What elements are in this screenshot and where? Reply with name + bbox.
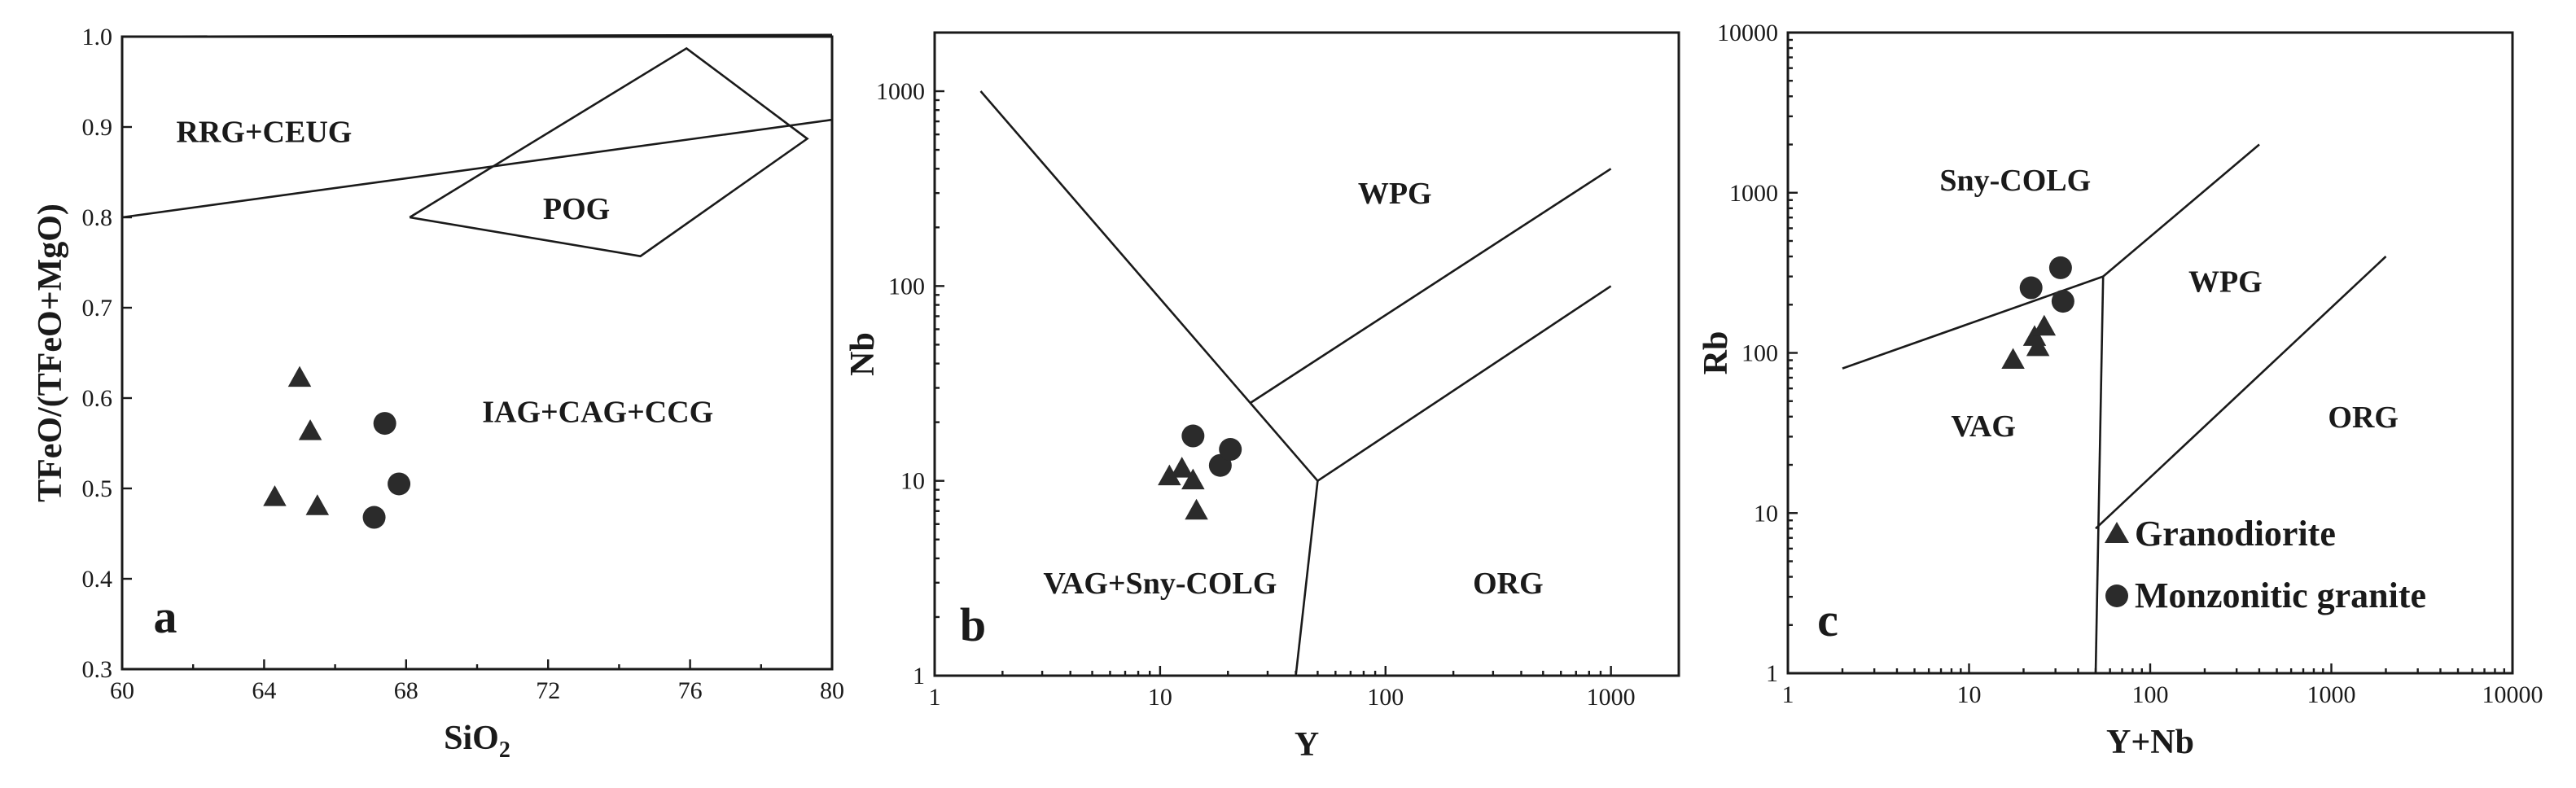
y-tick-label: 1 — [1766, 660, 1778, 687]
region-label: IAG+CAG+CCG — [482, 396, 713, 430]
granodiorite-triangle-point — [1170, 457, 1194, 478]
x-tick-label: 68 — [394, 677, 418, 704]
field-boundary-line — [2094, 276, 2105, 674]
x-axis-title: Y — [1295, 726, 1319, 764]
region-label: ORG — [1473, 567, 1544, 601]
x-axis-title: Y+Nb — [2106, 724, 2194, 761]
x-tick-label: 10000 — [2482, 681, 2543, 708]
chart-panel-a: 60 64 68 72 76 80 0.3 0.4 0.5 0.6 0.7 0.8 0.9 1.0 SiO2… — [32, 24, 844, 763]
x-axis-title-subscript: 2 — [499, 738, 510, 763]
granodiorite-triangle-point — [1158, 464, 1181, 486]
y-tick-label: 0.8 — [82, 204, 113, 231]
y-tick-label: 0.4 — [82, 566, 113, 593]
y-axis-title: TFeO/(TFeO+MgO) — [32, 204, 69, 502]
granodiorite-triangle-point — [2001, 348, 2025, 370]
region-label: ORG — [2328, 401, 2399, 435]
y-tick-label: 0.9 — [82, 114, 113, 141]
monzonitic-granite-circle-point — [362, 506, 386, 529]
granodiorite-triangle-point — [2026, 335, 2050, 357]
plot-frame — [933, 31, 1680, 677]
field-boundary-line — [1316, 285, 1612, 482]
region-label: VAG — [1951, 409, 2016, 444]
legend: Granodiorite Monzonitic granite — [2105, 514, 2426, 615]
x-tick-label: 1 — [929, 684, 941, 711]
y-tick-label: 10000 — [1717, 20, 1778, 46]
region-label: RRG+CEUG — [176, 116, 352, 150]
monzonitic-granite-circle-point — [388, 472, 411, 496]
y-tick-label: 10 — [1754, 500, 1778, 527]
region-label: WPG — [2188, 265, 2263, 300]
field-boundary-line — [121, 118, 833, 219]
x-axis-title-text: Y — [1295, 726, 1319, 764]
region-label: VAG+Sny-COLG — [1043, 567, 1277, 601]
legend-triangle-icon — [2105, 522, 2129, 543]
legend-entry: Monzonitic granite — [2135, 576, 2426, 615]
field-boundary-line — [2102, 143, 2260, 278]
y-tick-label: 1000 — [1729, 180, 1778, 207]
field-boundary-line — [1295, 480, 1319, 676]
monzonitic-granite-circle-point — [2051, 290, 2074, 313]
x-tick-label: 10 — [1148, 684, 1172, 711]
x-tick-label: 1 — [1782, 681, 1794, 708]
y-tick-label: 1.0 — [82, 24, 113, 50]
panel-letter: b — [960, 598, 986, 651]
y-axis-title: Nb — [844, 332, 882, 376]
monzonitic-granite-circle-point — [2048, 256, 2072, 279]
x-tick-label: 76 — [678, 677, 703, 704]
monzonitic-granite-circle-point — [1219, 438, 1242, 462]
granodiorite-triangle-point — [305, 494, 330, 515]
y-tick-label: 0.7 — [82, 295, 113, 322]
granodiorite-triangle-point — [298, 419, 322, 440]
y-tick-label: 1 — [913, 663, 925, 690]
y-tick-label: 0.3 — [82, 656, 113, 683]
y-tick-label: 10 — [900, 468, 925, 495]
x-axis-title-text: Y+Nb — [2106, 724, 2194, 761]
region-label: POG — [543, 192, 610, 226]
field-boundary-line — [1249, 168, 1612, 405]
monzonitic-granite-circle-point — [1181, 424, 1205, 448]
granodiorite-triangle-point — [287, 366, 312, 387]
x-tick-label: 60 — [110, 677, 134, 704]
y-tick-label: 1000 — [876, 78, 925, 105]
x-axis-title-text: SiO — [444, 720, 499, 757]
x-tick-label: 100 — [1367, 684, 1404, 711]
legend-entry: Granodiorite — [2135, 514, 2336, 554]
y-tick-label: 0.6 — [82, 385, 113, 412]
x-tick-label: 100 — [2132, 681, 2169, 708]
panel-letter: c — [1817, 593, 1838, 646]
field-boundary-line — [2095, 256, 2387, 530]
x-tick-label: 64 — [252, 677, 276, 704]
field-boundary-line — [409, 46, 809, 258]
x-tick-label: 1000 — [2307, 681, 2356, 708]
field-boundary-line — [121, 33, 833, 38]
granodiorite-triangle-point — [263, 485, 287, 506]
granodiorite-triangle-point — [1185, 498, 1208, 520]
y-tick-label: 100 — [888, 273, 925, 300]
y-axis-title: Rb — [1698, 331, 1735, 375]
granodiorite-triangle-point — [2032, 314, 2057, 336]
region-label: WPG — [1358, 177, 1432, 211]
field-boundary-line — [979, 90, 1319, 482]
y-tick-label: 0.5 — [82, 475, 113, 502]
monzonitic-granite-circle-point — [2019, 276, 2043, 300]
granodiorite-triangle-point — [1181, 468, 1205, 490]
chart-panel-b: 1 10 100 1000 1 10 100 1000 Y Nb WPG VAG+Sny-COLG OR… — [844, 31, 1680, 764]
legend-circle-icon — [2105, 584, 2128, 607]
panel-letter: a — [154, 590, 177, 643]
x-tick-label: 10 — [1957, 681, 1982, 708]
monzonitic-granite-circle-point — [373, 412, 396, 436]
x-tick-label: 1000 — [1587, 684, 1636, 711]
chart-panel-c: 1 10 100 1000 10000 1 10 100 1000 10000 Y+Nb Rb Sny-… — [1698, 20, 2543, 761]
region-label: Sny-COLG — [1939, 164, 2091, 198]
x-axis-title: SiO2 — [444, 720, 510, 763]
x-tick-label: 80 — [820, 677, 844, 704]
y-tick-label: 100 — [1741, 340, 1778, 367]
x-tick-label: 72 — [536, 677, 560, 704]
